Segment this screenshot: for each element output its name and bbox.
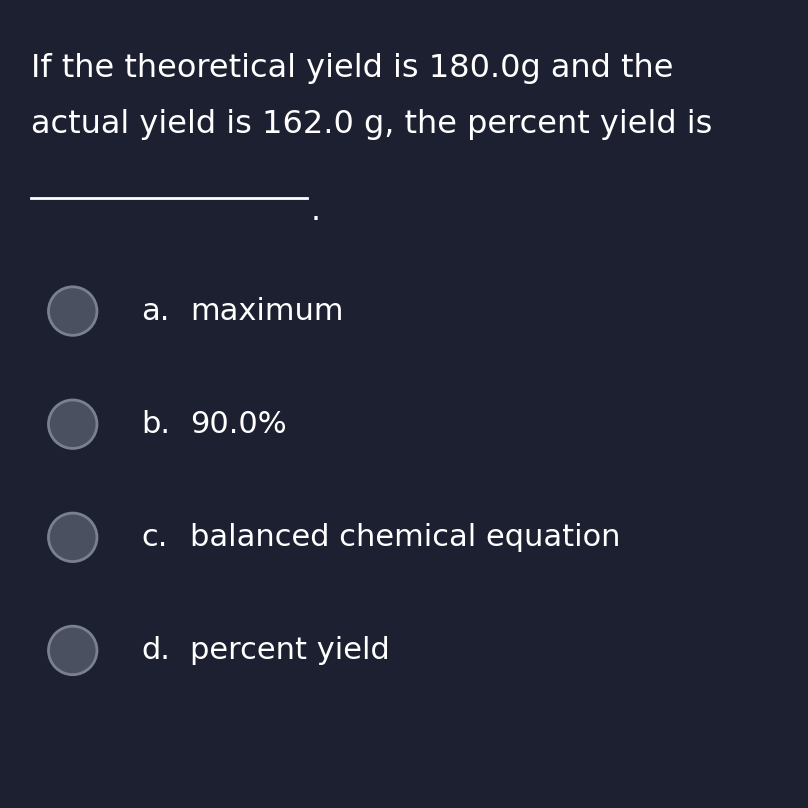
Text: d.: d.	[141, 636, 170, 665]
Text: percent yield: percent yield	[190, 636, 389, 665]
Text: 90.0%: 90.0%	[190, 410, 287, 439]
Text: a.: a.	[141, 297, 170, 326]
Text: actual yield is 162.0 g, the percent yield is: actual yield is 162.0 g, the percent yie…	[31, 109, 712, 140]
Text: c.: c.	[141, 523, 168, 552]
Text: balanced chemical equation: balanced chemical equation	[190, 523, 621, 552]
Text: b.: b.	[141, 410, 170, 439]
Text: If the theoretical yield is 180.0g and the: If the theoretical yield is 180.0g and t…	[31, 53, 673, 83]
Circle shape	[48, 513, 97, 562]
Circle shape	[48, 287, 97, 335]
Circle shape	[48, 400, 97, 448]
Text: .: .	[311, 196, 322, 227]
Circle shape	[48, 626, 97, 675]
Text: maximum: maximum	[190, 297, 343, 326]
